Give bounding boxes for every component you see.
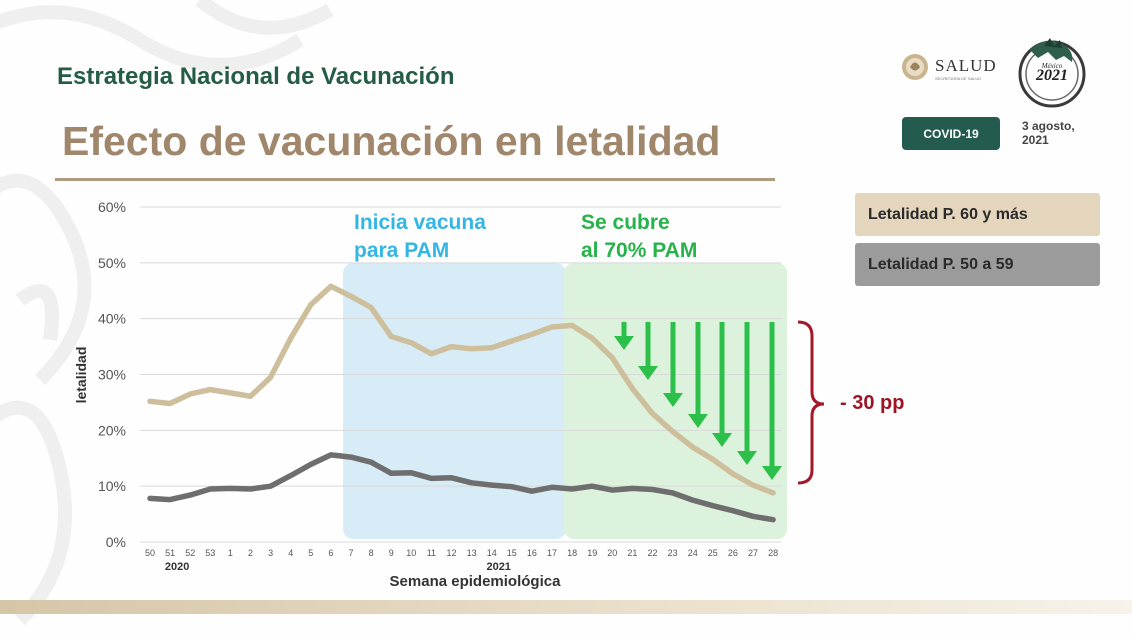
x-tick-label: 19 — [587, 548, 597, 558]
down-arrow-head-icon — [737, 451, 757, 465]
y-tick-label: 20% — [98, 422, 126, 438]
series-line-60-plus — [147, 283, 776, 496]
x-tick-label: 10 — [406, 548, 416, 558]
x-tick-label: 1 — [228, 548, 233, 558]
y-tick-label: 10% — [98, 478, 126, 494]
down-arrow-head-icon — [663, 393, 683, 407]
y-tick-labels: 0% 10% 20% 30% 40% 50% 60% — [98, 199, 126, 550]
x-tick-label: 15 — [507, 548, 517, 558]
legend-item-50-59: Letalidad P. 50 a 59 — [855, 243, 1100, 286]
x-tick-label: 51 — [165, 548, 175, 558]
shaded-zone-blue — [343, 263, 566, 539]
down-arrow-head-icon — [638, 366, 658, 380]
reduction-label: - 30 pp — [840, 392, 905, 414]
x-tick-label: 21 — [627, 548, 637, 558]
x-tick-label: 25 — [708, 548, 718, 558]
x-tick-label: 4 — [288, 548, 293, 558]
x-tick-label: 26 — [728, 548, 738, 558]
covid-19-badge: COVID-19 — [902, 117, 1000, 150]
year-label: 2021 — [486, 561, 510, 573]
x-tick-label: 13 — [467, 548, 477, 558]
y-tick-label: 0% — [106, 534, 126, 550]
reduction-brace — [797, 320, 825, 485]
x-tick-label: 53 — [205, 548, 215, 558]
x-tick-label: 28 — [768, 548, 778, 558]
x-axis-label: Semana epidemiológica — [390, 573, 562, 590]
mexico-2021-emblem-icon: 2021 México — [1018, 38, 1086, 108]
legend-item-60-plus: Letalidad P. 60 y más — [855, 193, 1100, 236]
annotation-coverage-line2: al 70% PAM — [581, 239, 697, 262]
x-tick-label: 3 — [268, 548, 273, 558]
down-arrow-head-icon — [688, 414, 708, 428]
slide-title: Efecto de vacunación en letalidad — [62, 118, 721, 164]
x-tick-label: 12 — [446, 548, 456, 558]
y-axis-label: letalidad — [73, 347, 89, 404]
y-tick-label: 50% — [98, 255, 126, 271]
x-tick-label: 22 — [647, 548, 657, 558]
x-tick-label: 6 — [328, 548, 333, 558]
x-tick-label: 11 — [427, 548, 436, 558]
series-lines — [147, 283, 776, 523]
svg-text:2021: 2021 — [1035, 67, 1068, 84]
reduction-arrows — [614, 322, 782, 480]
x-tick-label: 14 — [487, 548, 497, 558]
x-tick-labels: 50 51 52 53 1 2 3 4 5 6 7 8 9 10 11 12 13 14 15 16 17 18 19 20 2… — [145, 548, 778, 573]
x-tick-label: 18 — [567, 548, 577, 558]
slide-subtitle: Estrategia Nacional de Vacunación — [57, 63, 455, 90]
annotation-vaccine-start-line2: para PAM — [354, 239, 449, 262]
date-line-2: 2021 — [1022, 133, 1049, 147]
date-line-1: 3 agosto, — [1022, 119, 1075, 133]
down-arrow-head-icon — [762, 466, 782, 480]
down-arrow-head-icon — [712, 433, 732, 447]
x-tick-label: 16 — [527, 548, 537, 558]
annotation-vaccine-start-line1: Inicia vacuna — [354, 211, 486, 234]
x-tick-label: 23 — [668, 548, 678, 558]
title-underline — [55, 178, 775, 181]
x-tick-label: 50 — [145, 548, 155, 558]
x-tick-label: 8 — [369, 548, 374, 558]
salud-logo-text: SALUD — [935, 56, 997, 75]
x-tick-label: 9 — [389, 548, 394, 558]
annotation-coverage-line1: Se cubre — [581, 211, 670, 234]
bottom-decorative-band — [0, 600, 1132, 614]
x-tick-label: 24 — [688, 548, 698, 558]
y-tick-label: 40% — [98, 311, 126, 327]
down-arrow-head-icon — [614, 336, 634, 350]
x-tick-label: 7 — [348, 548, 353, 558]
x-tick-label: 2 — [248, 548, 253, 558]
svg-text:México: México — [1041, 62, 1063, 70]
x-tick-label: 27 — [748, 548, 758, 558]
series-line-50-59 — [147, 452, 776, 523]
salud-logo — [902, 54, 928, 80]
y-tick-label: 60% — [98, 199, 126, 215]
x-tick-label: 5 — [308, 548, 313, 558]
x-tick-label: 52 — [185, 548, 195, 558]
year-label: 2020 — [165, 561, 189, 573]
y-tick-label: 30% — [98, 367, 126, 383]
date-label: 3 agosto, 2021 — [1022, 119, 1102, 147]
x-tick-label: 20 — [607, 548, 617, 558]
x-tick-label: 17 — [547, 548, 557, 558]
salud-logo-subtext: SECRETARÍA DE SALUD — [935, 76, 982, 81]
